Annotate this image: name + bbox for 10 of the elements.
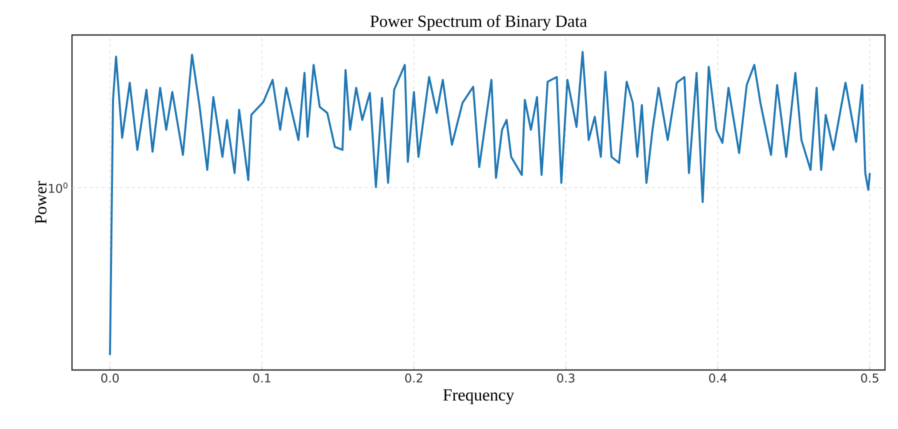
- x-axis-title: Frequency: [443, 389, 514, 404]
- annotation: 10$^{0}$: [49, 182, 68, 193]
- x-tick-label: 0.1: [253, 374, 270, 383]
- chart-title: Power Spectrum of Binary Data: [370, 14, 587, 30]
- x-tick-label: 0.4: [709, 374, 727, 383]
- x-tick-label: 0.3: [557, 374, 574, 383]
- x-tick-label: 0.5: [861, 374, 878, 383]
- x-tick-label: 0.2: [405, 374, 422, 383]
- y-axis-title: Power: [35, 181, 46, 224]
- x-tick-label: 0.0: [101, 374, 119, 383]
